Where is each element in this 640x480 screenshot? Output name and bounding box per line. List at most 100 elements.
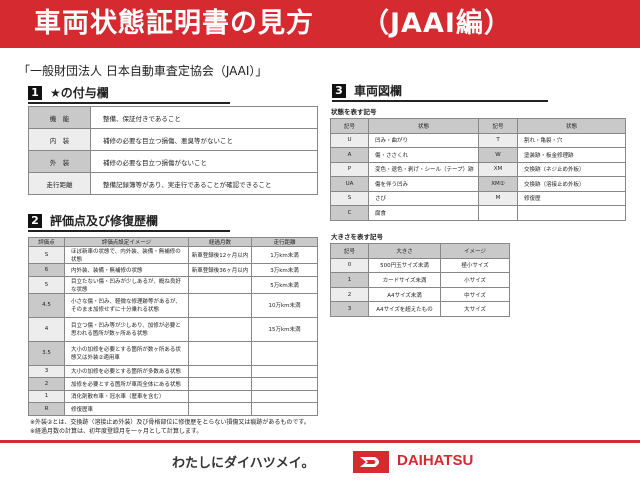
table-row: P 変色・退色・剥げ・シール（テープ）跡 XM 交換跡（ネジ止め外板）: [330, 161, 626, 177]
organization-name: 「一般財団法人 日本自動車査定協会（JAAI）」: [18, 64, 268, 78]
table-row: 5 目立たない傷・凹みが少しあるが、概ね良好な状態 5万km未満: [28, 275, 318, 294]
size-caption: 大きさを表す記号: [331, 233, 383, 241]
section-title: 評価点及び修復歴欄: [50, 214, 159, 228]
table-cell: 加修を必要とする箇所が車両全体にある状態: [64, 377, 189, 391]
table-cell: 大小の加修を必要とする箇所が数ヶ所ある状態又は外装②適用車: [64, 340, 189, 366]
table-cell: 5: [28, 275, 65, 294]
column-header: 評価点: [28, 237, 65, 247]
table-cell: 大小の加修を必要とする箇所が多数ある状態: [64, 364, 189, 378]
column-header: 記号: [330, 243, 369, 259]
table-cell: 変色・退色・剥げ・シール（テープ）跡: [368, 161, 479, 177]
table-cell: 目立つ傷・凹み等が少しあり、加修が必要と思われる箇所が数ヶ所ある状態: [64, 316, 189, 342]
column-header: 評価点設定イメージ: [64, 237, 189, 247]
table-row: 4.5 小さな傷・凹み、軽微な修理跡等があるが、そのまま加修せずに十分乗れる状態 1…: [28, 292, 318, 318]
table-cell: 3: [28, 364, 65, 378]
table-cell: 傷を伴う凹み: [368, 176, 479, 192]
table-cell: 2: [330, 286, 369, 303]
table-cell: 修復歴車: [64, 402, 189, 416]
table-cell: 新車登録後12ヶ月以内: [188, 246, 252, 264]
table-cell: [188, 402, 252, 416]
note: ※経過月数の計算は、初年度登録月を一ヶ月として計算します。: [30, 428, 203, 435]
notes: ※外装②とは、交換跡（溶接止め外装）及び骨格部位に修復歴をとらない損傷又は痕跡が…: [30, 418, 310, 436]
table-row: 3 大小の加修を必要とする箇所が多数ある状態: [28, 364, 318, 378]
table-cell: 塗装跡・板金修理跡: [517, 147, 626, 163]
table-row: 6 内外装、装備・無補修の状態 新車登録後36ヶ月以内 3万km未満: [28, 263, 318, 277]
table-cell: 傷・ささくれ: [368, 147, 479, 163]
star-table: 機 能整備、保証付きであること内 装補修の必要な目立つ損傷、悪臭等がないこと外 …: [28, 106, 318, 195]
daihatsu-logo-icon: [353, 451, 389, 473]
table-cell: R: [28, 402, 65, 416]
table-row: 内 装補修の必要な目立つ損傷、悪臭等がないこと: [28, 128, 318, 151]
table-row: 2 A4サイズ未満 中サイズ: [330, 286, 510, 303]
table-cell: 1万km未満: [251, 246, 318, 264]
table-cell: 0: [330, 257, 369, 274]
page-title: 車両状態証明書の見方: [34, 8, 314, 39]
table-cell: P: [330, 161, 369, 177]
table-row: R 修復歴車: [28, 402, 318, 416]
table-cell: [188, 275, 252, 294]
state-caption: 状態を表す記号: [331, 108, 377, 116]
table-cell: 1: [330, 272, 369, 288]
score-table: 評価点 評価点設定イメージ 経過月数 走行距離 S ほぼ新車の状態で、内外装、装備・無補修…: [28, 237, 318, 416]
table-cell: ほぼ新車の状態で、内外装、装備・無補修の状態: [64, 246, 189, 264]
table-cell: 交換跡（ネジ止め外板）: [517, 161, 626, 177]
table-cell: [251, 389, 318, 403]
table-cell: [188, 364, 252, 378]
table-cell: [478, 205, 518, 221]
state-table: 記号 状態 記号 状態 U 凹み・曲がり T 割れ・亀裂・穴 A 傷・ささくれ W 塗装跡・板金修理跡…: [330, 118, 626, 221]
table-cell: 15万km未満: [251, 316, 318, 342]
section-number: 1: [28, 85, 42, 100]
table-cell: 修復歴: [517, 190, 626, 206]
table-cell: [188, 316, 252, 342]
table-cell: [188, 377, 252, 391]
table-cell: 新車登録後36ヶ月以内: [188, 263, 252, 277]
table-cell: 500円玉サイズ未満: [368, 257, 441, 274]
column-header: イメージ: [440, 243, 510, 259]
table-cell: 消化剤散布車・冠水車（歴車を含む）: [64, 389, 189, 403]
section-number: 2: [28, 213, 42, 228]
column-header: 経過月数: [188, 237, 252, 247]
row-text: 補修の必要な目立つ損傷、悪臭等がないこと: [90, 128, 318, 151]
divider: [0, 440, 640, 443]
table-cell: [517, 205, 626, 221]
table-cell: 大サイズ: [440, 301, 510, 317]
page-subtitle: （JAAI編）: [362, 8, 512, 39]
table-cell: W: [478, 147, 518, 163]
table-row: A 傷・ささくれ W 塗装跡・板金修理跡: [330, 147, 626, 163]
table-row: 1 カードサイズ未満 小サイズ: [330, 272, 510, 288]
column-header: 状態: [368, 118, 479, 134]
table-cell: 目立たない傷・凹みが少しあるが、概ね良好な状態: [64, 275, 189, 294]
table-cell: XM: [478, 161, 518, 177]
section-title: ★の付与欄: [50, 86, 109, 100]
table-row: 外 装補修の必要な目立つ損傷がないこと: [28, 150, 318, 173]
table-cell: 10万km未満: [251, 292, 318, 318]
table-cell: A: [330, 147, 369, 163]
table-cell: S: [330, 190, 369, 206]
table-cell: 小サイズ: [440, 272, 510, 288]
table-cell: [188, 292, 252, 318]
table-row: 0 500円玉サイズ未満 極小サイズ: [330, 257, 510, 274]
note: ※外装②とは、交換跡（溶接止め外装）及び骨格部位に修復歴をとらない損傷又は痕跡が…: [30, 419, 310, 426]
column-header: 走行距離: [251, 237, 318, 247]
column-header: 記号: [478, 118, 518, 134]
table-row: 4 目立つ傷・凹み等が少しあり、加修が必要と思われる箇所が数ヶ所ある状態 15万km…: [28, 316, 318, 342]
table-cell: 5万km未満: [251, 275, 318, 294]
slogan-logo: わたしにダイハツメイ。: [172, 456, 315, 471]
table-row: UA 傷を伴う凹み XM② 交換跡（溶接止め外板）: [330, 176, 626, 192]
column-header: 大きさ: [368, 243, 441, 259]
table-cell: 3万km未満: [251, 263, 318, 277]
table-cell: A4サイズを超えたもの: [368, 301, 441, 317]
row-label: 外 装: [28, 150, 91, 173]
row-text: 整備、保証付きであること: [90, 106, 318, 129]
row-label: 機 能: [28, 106, 91, 129]
table-cell: 4.5: [28, 292, 65, 318]
row-text: 整備記録簿等があり、実走行であることが確認できること: [90, 172, 318, 195]
table-cell: S: [28, 246, 65, 264]
table-cell: C: [330, 205, 369, 221]
column-header: 記号: [330, 118, 369, 134]
section-title: 車両図欄: [354, 84, 403, 98]
table-cell: M: [478, 190, 518, 206]
table-cell: 1: [28, 389, 65, 403]
table-cell: 内外装、装備・無補修の状態: [64, 263, 189, 277]
table-row: C 腐食: [330, 205, 626, 221]
